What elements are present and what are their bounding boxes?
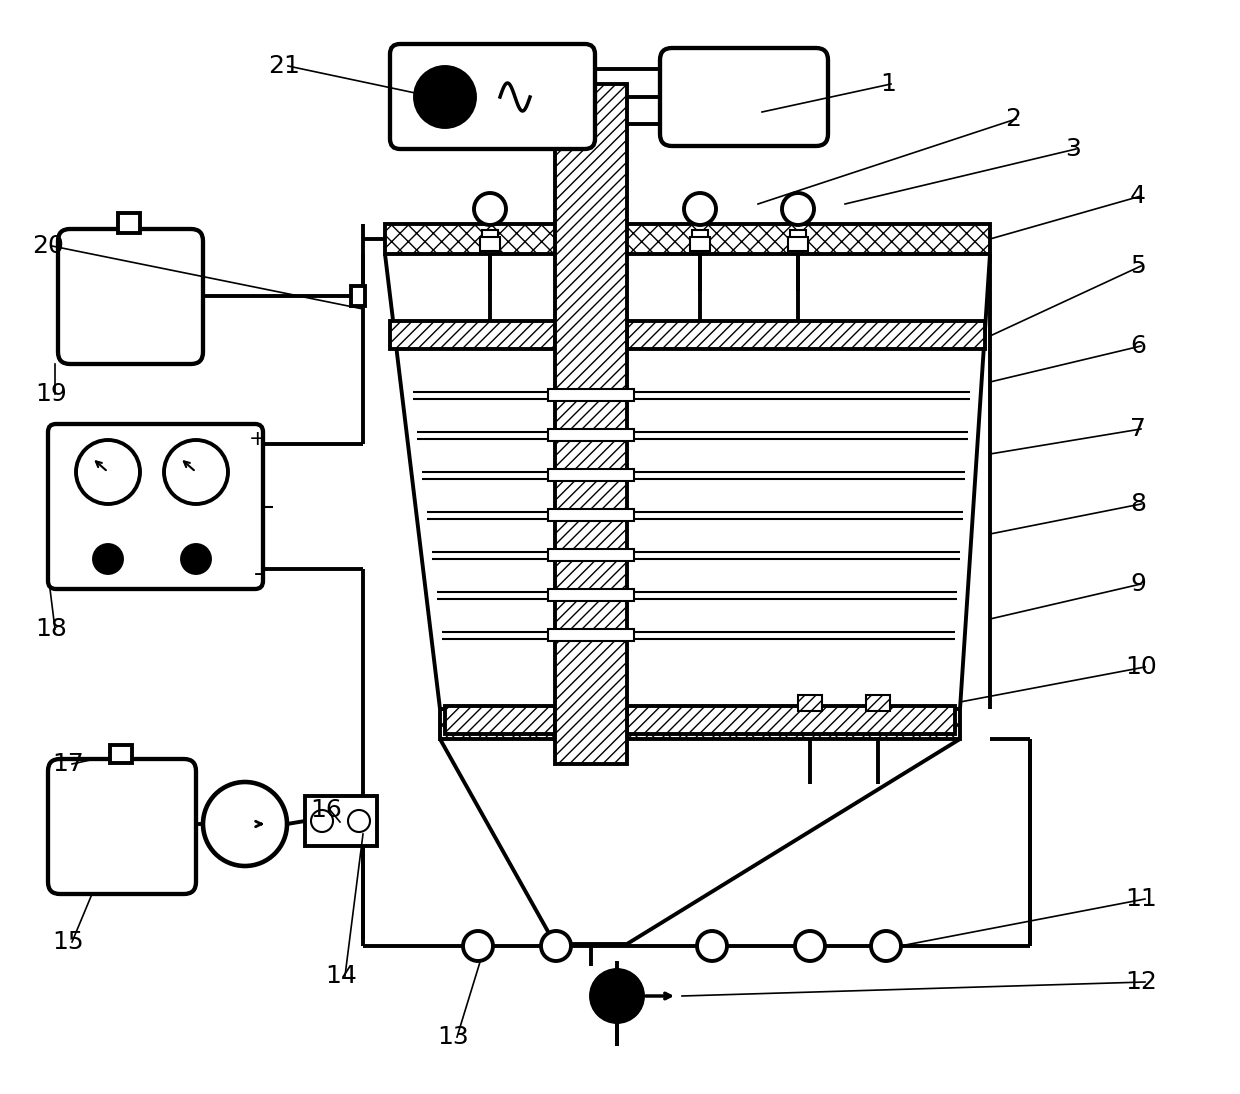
Bar [482,230,498,245]
Circle shape [541,931,570,961]
Text: 18: 18 [35,617,67,641]
FancyBboxPatch shape [58,229,203,364]
Circle shape [474,193,506,225]
Bar [689,237,711,251]
Circle shape [591,970,644,1022]
Bar [692,230,708,245]
FancyBboxPatch shape [48,759,196,894]
Text: 19: 19 [35,382,67,406]
Bar [787,237,808,251]
FancyBboxPatch shape [660,48,828,146]
Text: 3: 3 [1065,137,1081,161]
FancyBboxPatch shape [391,44,595,149]
Bar [548,469,634,481]
Bar [445,706,556,734]
Bar [480,237,500,251]
Bar [110,745,131,763]
Text: 7: 7 [1130,417,1146,441]
Bar [790,230,806,245]
Circle shape [311,810,334,833]
Text: 1: 1 [880,72,895,96]
Text: 6: 6 [1130,334,1146,358]
Text: 21: 21 [268,54,300,78]
Text: +: + [249,429,267,449]
Text: 13: 13 [436,1025,469,1049]
Text: 11: 11 [1125,887,1157,911]
Circle shape [182,545,210,573]
Circle shape [164,440,228,504]
Bar [548,429,634,441]
Bar [866,695,890,711]
Bar [627,706,955,734]
Bar [391,321,556,349]
Bar [440,709,960,740]
Circle shape [684,193,715,225]
Text: 5: 5 [1130,254,1146,278]
Bar [548,549,634,561]
Circle shape [870,931,901,961]
Circle shape [94,545,122,573]
Bar [548,509,634,521]
Text: 8: 8 [1130,492,1146,516]
Bar [627,321,985,349]
Text: 2: 2 [1004,107,1021,131]
Circle shape [415,67,475,127]
Circle shape [697,931,727,961]
Circle shape [463,931,494,961]
Bar [305,796,377,846]
Text: 15: 15 [52,930,83,954]
FancyBboxPatch shape [48,424,263,589]
Bar [351,286,365,306]
Bar [118,213,140,233]
Text: 12: 12 [1125,970,1157,994]
Bar [384,224,990,254]
Text: 14: 14 [325,964,357,988]
Circle shape [203,782,286,866]
Text: 4: 4 [1130,184,1146,208]
Bar [548,589,634,601]
Circle shape [795,931,825,961]
Bar [548,629,634,641]
Text: -: - [254,562,262,586]
Text: 20: 20 [32,234,64,258]
Text: 16: 16 [310,798,342,822]
Circle shape [348,810,370,833]
Circle shape [782,193,813,225]
Circle shape [76,440,140,504]
Text: 10: 10 [1125,655,1157,679]
Bar [556,84,627,764]
Text: 17: 17 [52,752,84,776]
Bar [799,695,822,711]
Bar [548,389,634,401]
Text: 9: 9 [1130,572,1146,596]
